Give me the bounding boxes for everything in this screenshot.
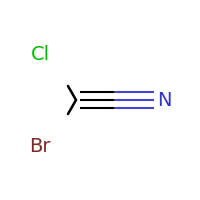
Text: Cl: Cl: [30, 45, 50, 64]
Text: N: N: [157, 90, 171, 110]
Text: Br: Br: [29, 136, 51, 156]
